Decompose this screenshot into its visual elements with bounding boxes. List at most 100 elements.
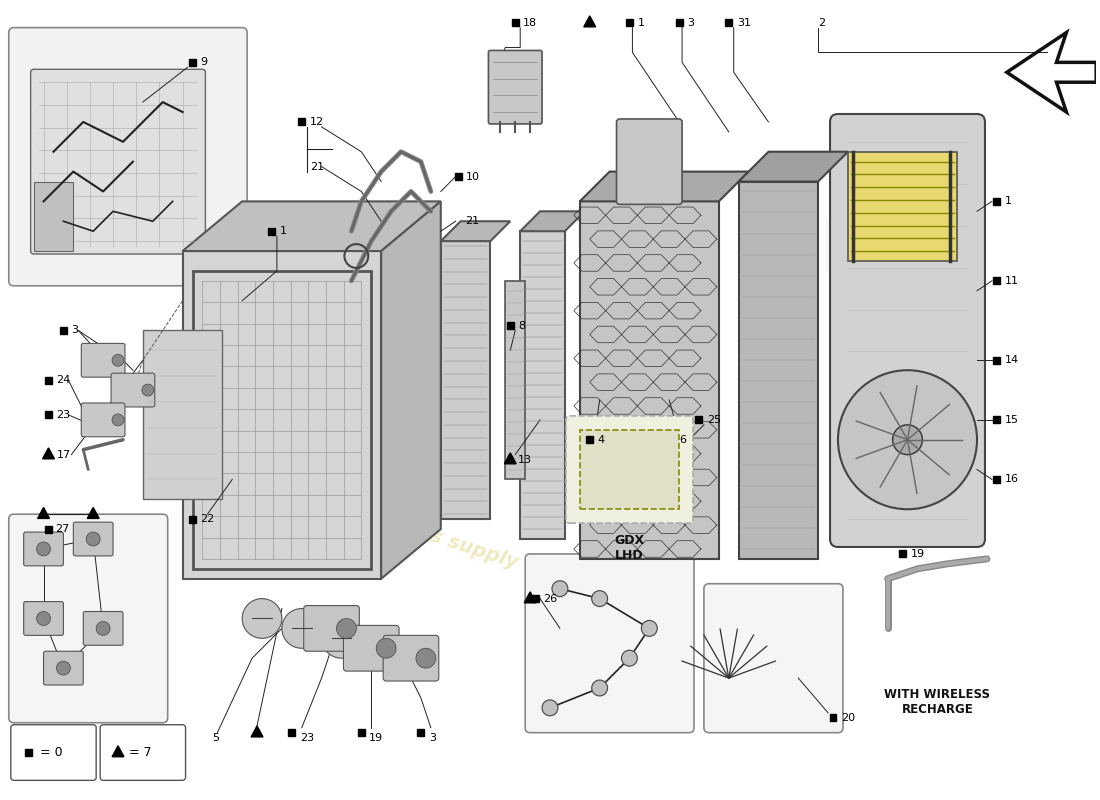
Bar (829, 714, 836, 722)
Polygon shape (739, 152, 848, 182)
FancyBboxPatch shape (100, 725, 186, 780)
Bar (358, 729, 365, 736)
FancyBboxPatch shape (616, 119, 682, 204)
Text: 22: 22 (200, 514, 214, 524)
FancyBboxPatch shape (81, 343, 125, 377)
Bar (59, 327, 67, 334)
FancyBboxPatch shape (44, 651, 84, 685)
Polygon shape (580, 171, 749, 202)
Text: 20: 20 (842, 713, 855, 722)
Circle shape (337, 618, 356, 638)
Polygon shape (525, 592, 536, 603)
Circle shape (36, 611, 51, 626)
Bar (268, 228, 275, 234)
Polygon shape (87, 507, 99, 518)
Polygon shape (520, 211, 585, 231)
Bar (531, 595, 539, 602)
Circle shape (376, 638, 396, 658)
Circle shape (56, 661, 70, 675)
Text: e passion: e passion (276, 399, 486, 500)
Circle shape (112, 354, 124, 366)
Circle shape (86, 532, 100, 546)
Bar (675, 19, 683, 26)
Polygon shape (37, 507, 50, 518)
Circle shape (838, 370, 977, 510)
Text: 2: 2 (818, 18, 825, 28)
Text: 4: 4 (597, 434, 605, 445)
Polygon shape (520, 231, 565, 539)
FancyBboxPatch shape (9, 28, 248, 286)
FancyBboxPatch shape (525, 554, 694, 733)
Text: 21: 21 (310, 162, 323, 172)
Text: 31: 31 (737, 18, 750, 28)
Bar (993, 357, 1000, 364)
FancyBboxPatch shape (488, 50, 542, 124)
Bar (45, 411, 52, 418)
Circle shape (36, 542, 51, 556)
Polygon shape (382, 202, 441, 578)
Polygon shape (584, 16, 595, 27)
Text: a passion for parts supply: a passion for parts supply (242, 466, 520, 573)
Text: 3: 3 (72, 326, 78, 335)
Text: 15: 15 (1004, 415, 1019, 425)
Bar (25, 749, 32, 756)
Circle shape (542, 700, 558, 716)
Bar (993, 476, 1000, 483)
Polygon shape (580, 202, 718, 559)
Text: 14: 14 (1004, 355, 1019, 366)
FancyBboxPatch shape (565, 416, 693, 523)
Circle shape (592, 590, 607, 606)
Text: 11: 11 (1004, 276, 1019, 286)
Text: = 7: = 7 (129, 746, 152, 759)
FancyBboxPatch shape (24, 532, 64, 566)
Bar (695, 416, 703, 423)
Text: 10: 10 (465, 171, 480, 182)
Text: 17: 17 (56, 450, 70, 460)
Text: 26: 26 (543, 594, 558, 604)
Bar (899, 550, 906, 558)
FancyBboxPatch shape (848, 152, 957, 261)
FancyBboxPatch shape (31, 70, 206, 254)
FancyBboxPatch shape (704, 584, 843, 733)
Polygon shape (580, 430, 679, 510)
Bar (512, 19, 519, 26)
Circle shape (892, 425, 923, 454)
Text: 1: 1 (637, 18, 645, 28)
Text: 23: 23 (56, 410, 70, 420)
Polygon shape (143, 330, 222, 499)
FancyBboxPatch shape (111, 373, 155, 407)
Text: 23: 23 (299, 733, 314, 742)
Text: 16: 16 (1004, 474, 1019, 485)
Circle shape (552, 581, 568, 597)
Bar (417, 729, 425, 736)
Bar (626, 19, 632, 26)
Bar (189, 59, 196, 66)
Bar (725, 19, 733, 26)
Text: 8: 8 (518, 321, 526, 330)
Text: 27: 27 (55, 524, 69, 534)
Polygon shape (505, 453, 516, 464)
FancyBboxPatch shape (9, 514, 167, 722)
Text: 18: 18 (524, 18, 537, 28)
Text: 3: 3 (429, 733, 436, 742)
Polygon shape (112, 746, 124, 757)
FancyBboxPatch shape (304, 606, 360, 651)
Text: EPC: EPC (766, 214, 930, 288)
Text: WITH WIRELESS
RECHARGE: WITH WIRELESS RECHARGE (884, 688, 990, 716)
Circle shape (416, 648, 436, 668)
Text: 9: 9 (200, 58, 208, 67)
Polygon shape (441, 241, 491, 519)
Circle shape (621, 650, 637, 666)
FancyBboxPatch shape (11, 725, 96, 780)
Bar (45, 377, 52, 384)
Polygon shape (441, 222, 510, 241)
Circle shape (282, 609, 321, 648)
Bar (993, 198, 1000, 205)
Circle shape (142, 384, 154, 396)
Text: 1: 1 (279, 226, 287, 236)
Text: GDX
LHD: GDX LHD (615, 534, 645, 562)
Polygon shape (739, 182, 818, 559)
FancyBboxPatch shape (84, 611, 123, 646)
Circle shape (641, 621, 658, 636)
Polygon shape (251, 726, 263, 737)
